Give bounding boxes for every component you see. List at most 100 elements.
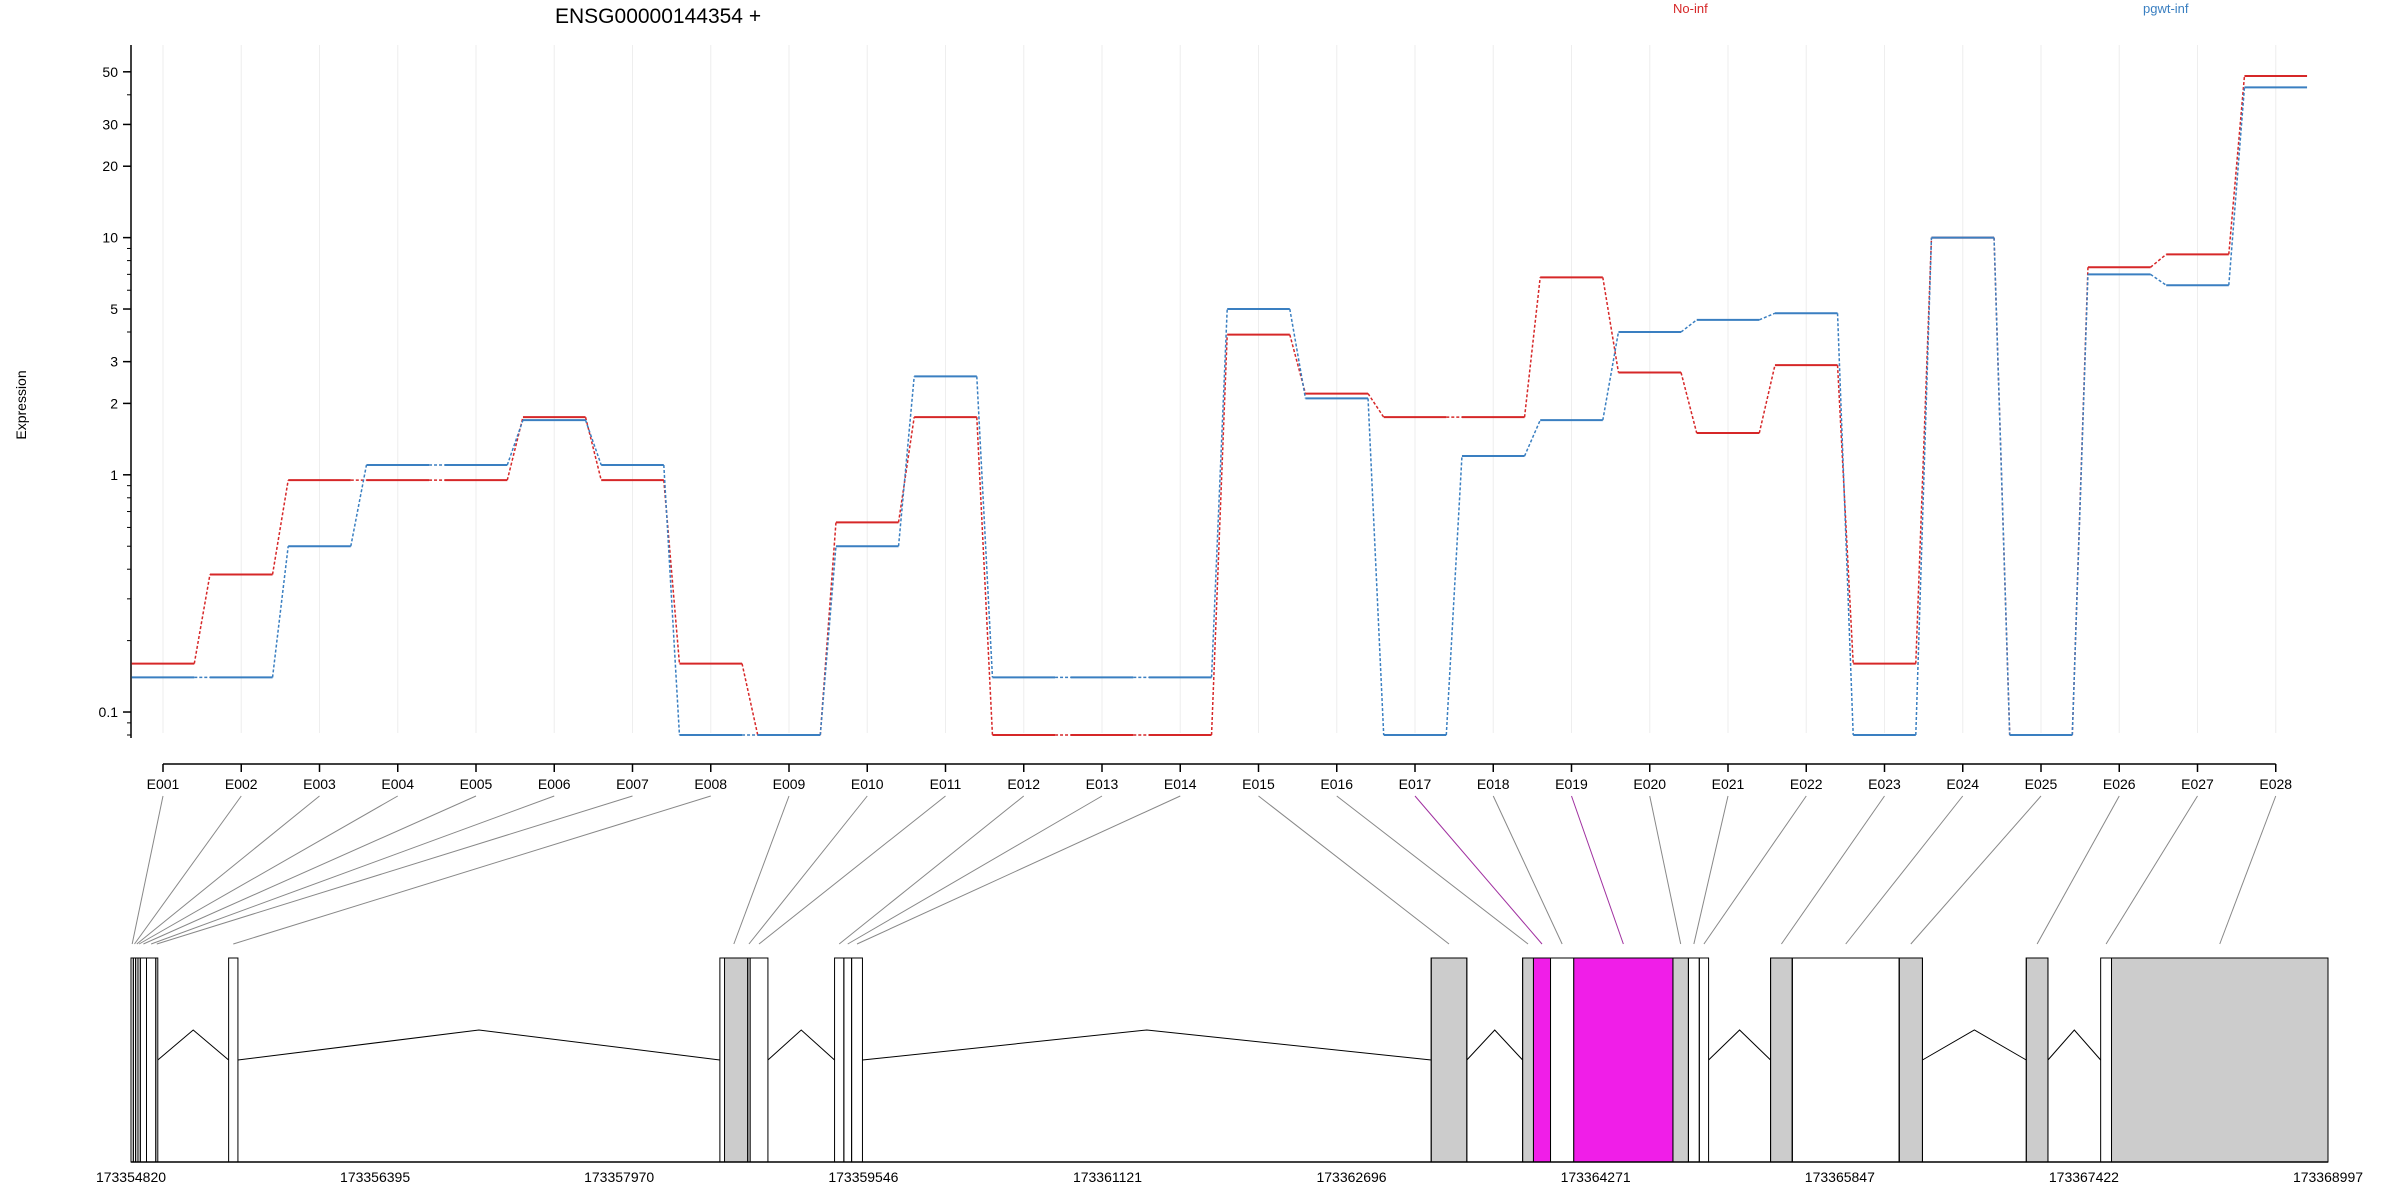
y-tick-label-50: 50 (102, 64, 118, 80)
connector-pgwt-inf-E022 (1836, 313, 1854, 736)
exon-box-E005 (139, 957, 147, 1163)
exon-link-E016 (1336, 795, 1529, 945)
intron-line (157, 1029, 229, 1061)
exon-box-E008 (228, 957, 239, 1163)
exon-link-E008 (233, 795, 711, 945)
connector-pgwt-inf-E025 (2071, 274, 2089, 736)
connector-No-inf-E005 (506, 416, 524, 481)
y-tick-label-2: 2 (110, 395, 118, 411)
exon-link-E002 (134, 795, 242, 945)
genome-coord-173367422: 173367422 (2049, 1169, 2119, 1185)
series-pgwt-inf (131, 86, 2308, 736)
exon-link-E025 (1910, 795, 2042, 945)
genome-coord-173362696: 173362696 (1316, 1169, 1386, 1185)
x-tick-label-E010: E010 (851, 776, 884, 792)
connector-pgwt-inf-E009 (819, 546, 837, 736)
exon-link-E001 (131, 795, 164, 945)
x-tick-label-E025: E025 (2025, 776, 2058, 792)
y-tick-label-3: 3 (110, 354, 118, 370)
connector-No-inf-E011 (976, 417, 994, 736)
connector-No-inf-E020 (1680, 372, 1698, 434)
connector-pgwt-inf-E006 (584, 419, 602, 466)
connector-pgwt-inf-E007 (663, 464, 681, 736)
connector-No-inf-E008 (741, 663, 759, 736)
exon-link-E022 (1703, 795, 1807, 945)
x-tick-label-E022: E022 (1790, 776, 1823, 792)
connector-No-inf-E002 (271, 479, 289, 575)
exon-box-E006 (145, 957, 157, 1163)
exon-link-E023 (1781, 795, 1885, 945)
x-tick-label-E006: E006 (538, 776, 571, 792)
connector-pgwt-inf-E011 (976, 376, 994, 678)
exon-block-grey (1770, 957, 1793, 1163)
exon-link-E020 (1649, 795, 1682, 945)
series-lines (131, 75, 2308, 736)
exon-link-E005 (143, 795, 477, 945)
exon-link-E026 (2036, 795, 2120, 945)
connector-pgwt-inf-E021 (1759, 312, 1776, 321)
exon-link-E012 (838, 795, 1025, 945)
connector-No-inf-E027 (2228, 75, 2246, 255)
connector-No-inf-E001 (193, 574, 211, 664)
connector-pgwt-inf-E024 (1993, 237, 2011, 736)
exon-box-E018 (1550, 957, 1575, 1163)
exon-link-E004 (138, 795, 398, 945)
connector-pgwt-inf-E023 (1915, 237, 1933, 736)
gridlines (162, 45, 2277, 733)
genome-coord-173365847: 173365847 (1805, 1169, 1875, 1185)
connector-No-inf-E010 (897, 417, 915, 523)
y-tick-label-20: 20 (102, 158, 118, 174)
connector-No-inf-E021 (1758, 364, 1776, 434)
x-tick-label-E013: E013 (1086, 776, 1119, 792)
x-tick-label-E003: E003 (303, 776, 336, 792)
connector-pgwt-inf-E005 (506, 419, 524, 466)
connector-pgwt-inf-E018 (1523, 419, 1541, 457)
connector-No-inf-E018 (1523, 277, 1541, 418)
x-tick-label-E011: E011 (930, 776, 962, 792)
x-tick-label-E007: E007 (616, 776, 649, 792)
y-tick-label-0.1: 0.1 (99, 704, 119, 720)
exon-link-E014 (856, 795, 1181, 945)
connector-pgwt-inf-E020 (1680, 319, 1698, 333)
exon-link-E015 (1258, 795, 1450, 945)
exon-link-E027 (2105, 795, 2198, 945)
connector-No-inf-E016 (1367, 393, 1385, 418)
exon-link-E011 (758, 795, 946, 945)
exon-link-E010 (748, 795, 868, 945)
x-tick-label-E028: E028 (2259, 776, 2292, 792)
connector-pgwt-inf-E017 (1445, 455, 1463, 736)
exon-link-E024 (1845, 795, 1964, 945)
exon-box-E022 (1698, 957, 1710, 1163)
exon-link-E003 (136, 795, 320, 945)
x-tick-label-E021: E021 (1712, 776, 1745, 792)
x-tick-label-E008: E008 (694, 776, 727, 792)
connector-pgwt-inf-E002 (271, 546, 289, 678)
axes: 0.1 1 2 3 5 10 20 30 50 E001 E002 E003 E004 E005 E006 E… (99, 45, 2292, 792)
x-tick-label-E017: E017 (1399, 776, 1432, 792)
exon-block-grey (724, 957, 749, 1163)
y-tick-label-10: 10 (102, 230, 118, 246)
legend-no-inf: No-inf (1673, 1, 1708, 16)
x-tick-label-E005: E005 (460, 776, 493, 792)
exon-box-E012 (834, 957, 845, 1163)
x-tick-label-E016: E016 (1320, 776, 1353, 792)
connector-pgwt-inf-E027 (2228, 87, 2246, 286)
x-tick-label-E026: E026 (2103, 776, 2136, 792)
genome-coord-173368997: 173368997 (2293, 1169, 2363, 1185)
exon-box-E021 (1687, 957, 1700, 1163)
series-No-inf (131, 75, 2308, 736)
x-tick-label-E002: E002 (225, 776, 258, 792)
x-tick-label-E023: E023 (1868, 776, 1901, 792)
exon-link-E017 (1414, 795, 1543, 945)
exon-link-E006 (150, 795, 555, 945)
exon-box-E013 (843, 957, 853, 1163)
y-tick-label-5: 5 (110, 301, 118, 317)
exon-box-E024 (1791, 957, 1900, 1163)
exon-block-grey (2111, 957, 2329, 1163)
intron-line (1922, 1029, 2027, 1061)
connector-No-inf-E026 (2150, 253, 2167, 268)
x-tick-label-E020: E020 (1633, 776, 1666, 792)
intron-line (2047, 1029, 2102, 1061)
legend-pgwt-inf: pgwt-inf (2143, 1, 2189, 16)
connector-pgwt-inf-E026 (2150, 273, 2167, 286)
